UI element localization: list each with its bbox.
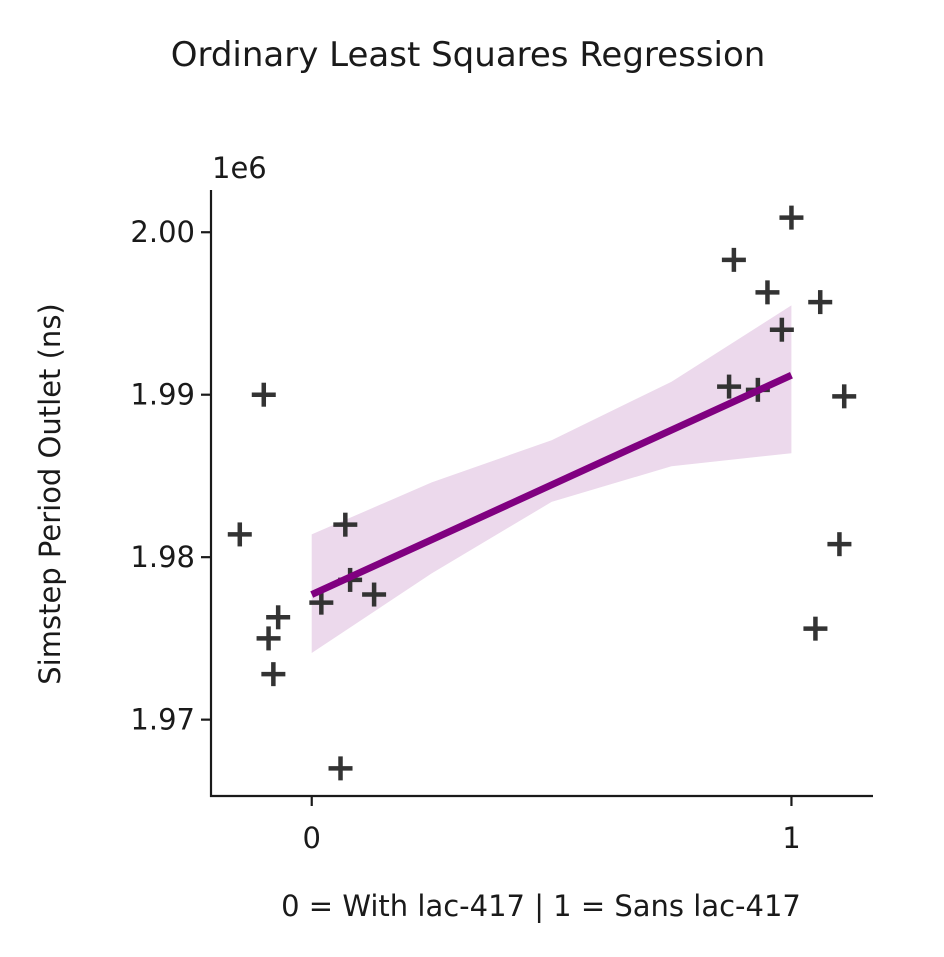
x-tick-label-0: 0 <box>303 821 321 855</box>
data-point-16 <box>803 616 828 641</box>
data-point-18 <box>827 532 852 557</box>
data-point-19 <box>832 384 857 409</box>
y-tick-label-2: 1.99 <box>130 378 195 412</box>
y-tick-label-1: 1.98 <box>130 540 195 574</box>
data-point-7 <box>333 512 358 537</box>
data-point-14 <box>769 317 794 342</box>
data-point-0 <box>227 522 252 547</box>
y-axis-label: Simstep Period Outlet (ns) <box>33 303 67 685</box>
data-point-1 <box>251 382 276 407</box>
data-point-2 <box>256 626 281 651</box>
data-point-4 <box>266 605 291 630</box>
data-point-15 <box>779 205 804 230</box>
y-tick-label-0: 1.97 <box>130 703 195 737</box>
data-point-11 <box>721 247 746 272</box>
y-ticks: 1.97 1.98 1.99 2.00 <box>130 215 211 737</box>
plot-area <box>227 205 857 781</box>
x-tick-label-1: 1 <box>782 821 800 855</box>
data-point-6 <box>328 756 353 781</box>
data-point-5 <box>309 590 334 615</box>
regression-line <box>310 372 793 598</box>
confidence-band <box>311 305 792 653</box>
chart-title: Ordinary Least Squares Regression <box>171 35 766 75</box>
data-point-13 <box>755 280 780 305</box>
x-axis-label: 0 = With lac-417 | 1 = Sans lac-417 <box>281 889 801 923</box>
data-point-9 <box>362 582 387 607</box>
data-point-3 <box>261 662 286 687</box>
y-offset-label: 1e6 <box>212 151 267 185</box>
data-point-17 <box>808 290 833 315</box>
data-point-10 <box>717 374 742 399</box>
y-tick-label-3: 2.00 <box>130 215 195 249</box>
